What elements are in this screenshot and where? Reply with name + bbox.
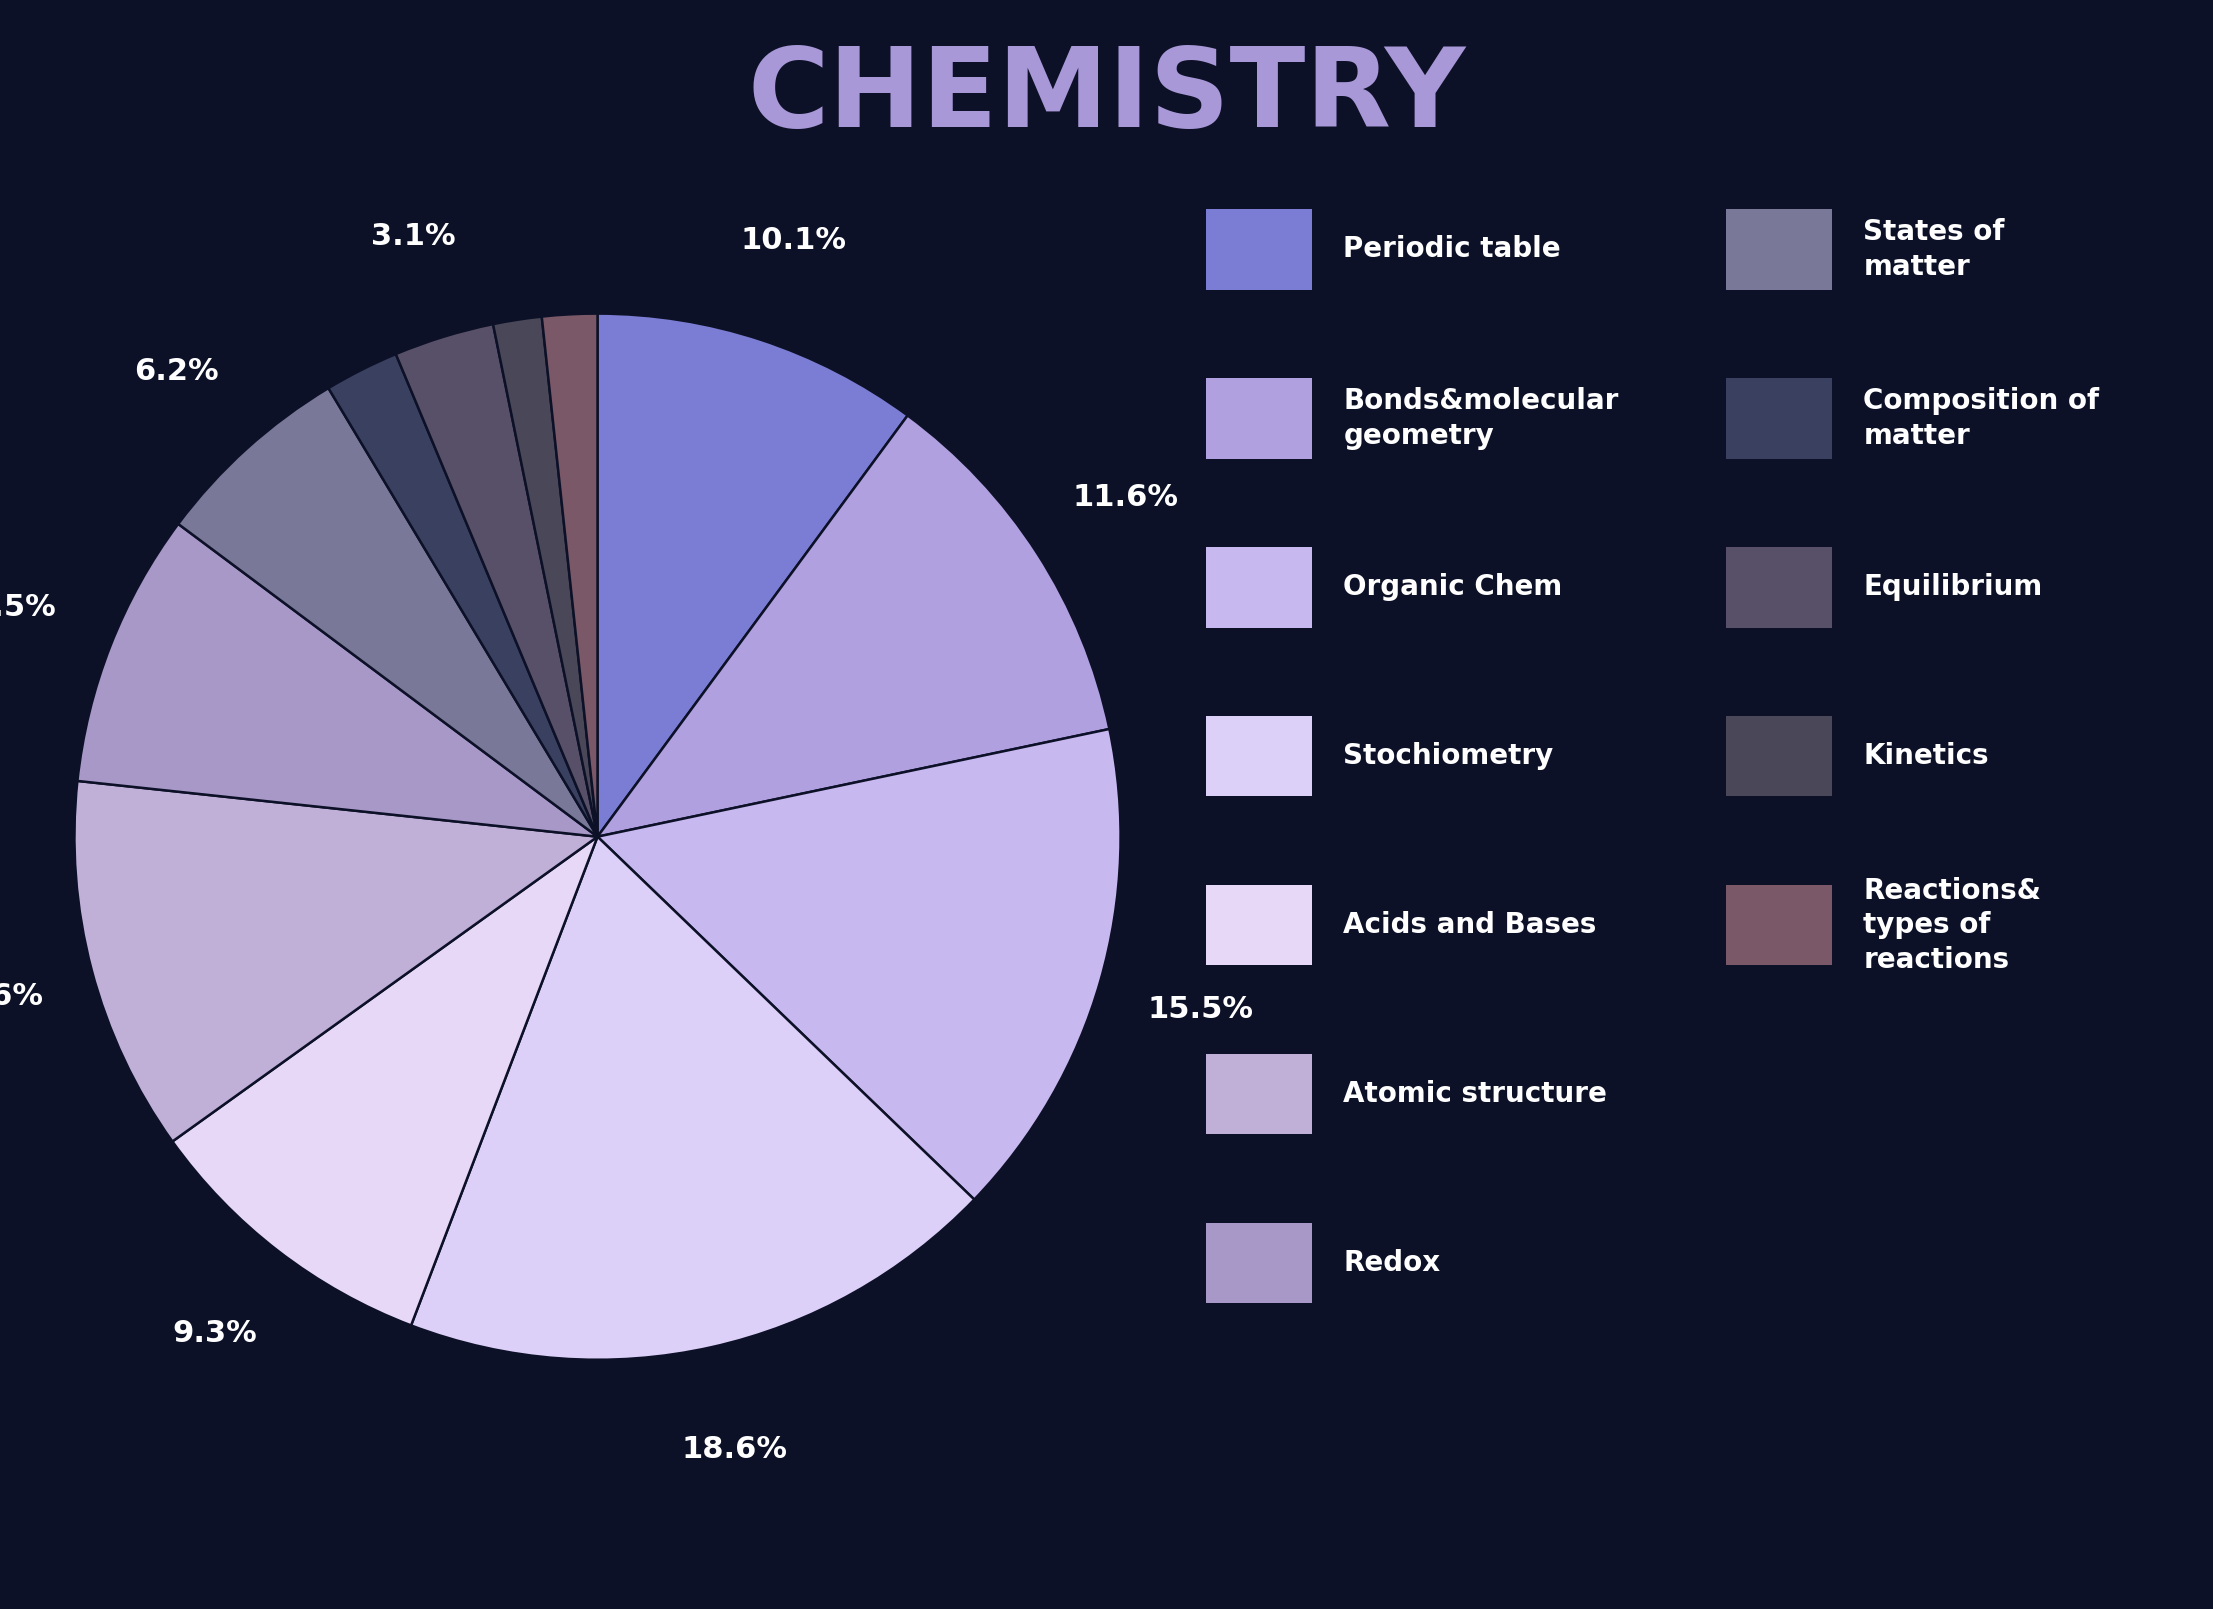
Text: Organic Chem: Organic Chem: [1343, 573, 1562, 602]
Text: Composition of
matter: Composition of matter: [1863, 388, 2100, 449]
Text: Equilibrium: Equilibrium: [1863, 573, 2043, 602]
Text: Periodic table: Periodic table: [1343, 235, 1560, 264]
Text: Kinetics: Kinetics: [1863, 742, 1989, 771]
Wedge shape: [173, 837, 598, 1326]
Wedge shape: [77, 525, 598, 837]
Wedge shape: [598, 415, 1109, 837]
FancyBboxPatch shape: [1206, 716, 1312, 796]
Text: 15.5%: 15.5%: [1149, 996, 1255, 1025]
Wedge shape: [396, 323, 598, 837]
Text: 9.3%: 9.3%: [173, 1319, 257, 1348]
Wedge shape: [542, 314, 598, 837]
Text: 6.2%: 6.2%: [135, 357, 219, 386]
FancyBboxPatch shape: [1206, 885, 1312, 965]
Text: 11.6%: 11.6%: [0, 981, 44, 1010]
Text: CHEMISTRY: CHEMISTRY: [748, 43, 1465, 150]
FancyBboxPatch shape: [1206, 1054, 1312, 1134]
Wedge shape: [75, 780, 598, 1141]
Text: Atomic structure: Atomic structure: [1343, 1080, 1607, 1109]
Wedge shape: [328, 354, 598, 837]
Text: Bonds&molecular
geometry: Bonds&molecular geometry: [1343, 388, 1618, 449]
Wedge shape: [179, 388, 598, 837]
FancyBboxPatch shape: [1726, 209, 1832, 290]
Text: 10.1%: 10.1%: [741, 225, 845, 254]
Text: 8.5%: 8.5%: [0, 594, 55, 623]
Text: Reactions&
types of
reactions: Reactions& types of reactions: [1863, 877, 2040, 973]
Wedge shape: [412, 837, 974, 1360]
Wedge shape: [598, 729, 1120, 1200]
Wedge shape: [493, 317, 598, 837]
Text: 18.6%: 18.6%: [682, 1435, 788, 1464]
FancyBboxPatch shape: [1206, 209, 1312, 290]
FancyBboxPatch shape: [1206, 378, 1312, 459]
Text: 3.1%: 3.1%: [370, 222, 456, 251]
FancyBboxPatch shape: [1726, 378, 1832, 459]
Text: Redox: Redox: [1343, 1249, 1441, 1278]
FancyBboxPatch shape: [1726, 885, 1832, 965]
Wedge shape: [598, 314, 907, 837]
Text: Stochiometry: Stochiometry: [1343, 742, 1554, 771]
FancyBboxPatch shape: [1206, 547, 1312, 628]
FancyBboxPatch shape: [1206, 1223, 1312, 1303]
FancyBboxPatch shape: [1726, 547, 1832, 628]
Text: States of
matter: States of matter: [1863, 219, 2005, 280]
Text: Acids and Bases: Acids and Bases: [1343, 911, 1596, 940]
Text: 11.6%: 11.6%: [1073, 483, 1177, 512]
FancyBboxPatch shape: [1726, 716, 1832, 796]
